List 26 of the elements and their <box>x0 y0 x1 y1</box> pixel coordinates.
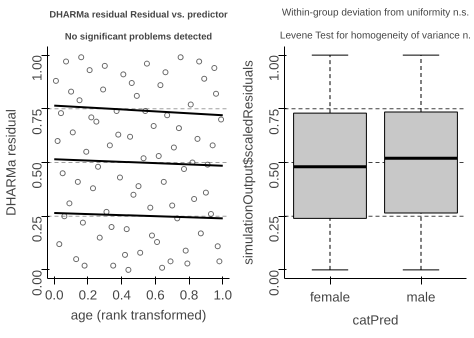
chart-title: DHARMa residual Residual vs. predictor <box>49 10 228 20</box>
x-tick-label: 0.4 <box>112 288 132 302</box>
y-tick-label: 1.00 <box>30 55 44 82</box>
chart-subtitle: Levene Test for homogeneity of variance n. <box>280 30 471 42</box>
x-tick-label: 0.0 <box>44 288 64 302</box>
x-tick-label: 1.0 <box>213 288 232 302</box>
y-tick-label: 0.00 <box>266 270 282 296</box>
x-tick-label: 0.8 <box>180 288 198 302</box>
chart-title: Within-group deviation from uniformity n.s. <box>282 8 470 18</box>
y-tick-label: 0.50 <box>30 162 44 188</box>
y-tick-label: 0.75 <box>266 108 282 135</box>
y-tick-label: 1.00 <box>266 55 282 82</box>
y-tick-label: 0.50 <box>266 162 282 188</box>
chart-subtitle: No significant problems detected <box>64 32 212 42</box>
x-tick-label: 0.6 <box>146 288 165 302</box>
x-axis-title: catPred <box>352 312 398 328</box>
y-tick-label: 0.25 <box>266 216 282 242</box>
y-axis-title: simulationOutput$scaledResiduals <box>240 60 256 265</box>
x-tick-label: male <box>406 290 436 304</box>
x-axis-title: age (rank transformed) <box>70 308 206 322</box>
y-tick-label: 0.00 <box>30 270 44 296</box>
y-tick-label: 0.25 <box>30 216 44 242</box>
y-tick-label: 0.75 <box>30 108 44 135</box>
y-axis-title: DHARMa residual <box>4 109 18 216</box>
x-tick-label: female <box>310 290 350 304</box>
x-tick-label: 0.2 <box>78 288 98 302</box>
